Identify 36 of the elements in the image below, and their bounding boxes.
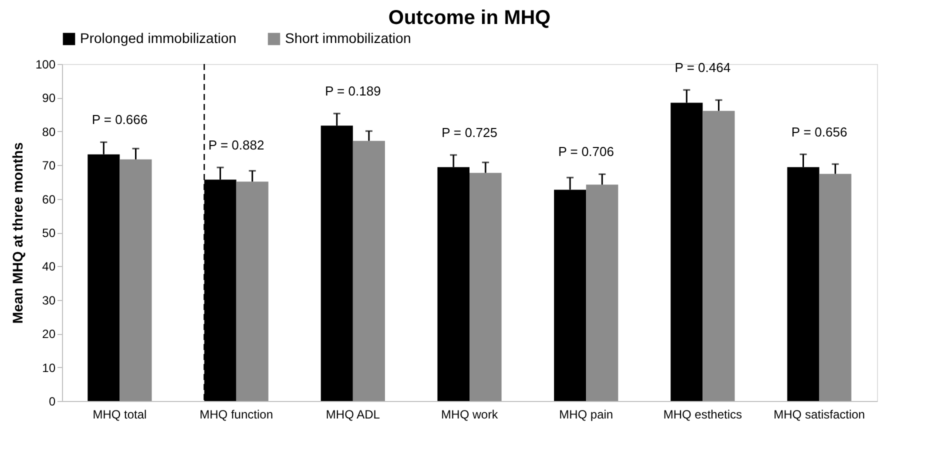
y-tick-label: 70	[42, 158, 56, 173]
annotation: P = 0.706	[558, 144, 614, 160]
bar	[470, 172, 502, 401]
bar	[352, 140, 385, 401]
annotation: P = 0.666	[92, 112, 148, 128]
bar	[120, 159, 152, 401]
annotation: P = 0.882	[208, 137, 264, 152]
x-tick-label: MHQ work	[441, 408, 499, 422]
x-tick-label: MHQ total	[92, 408, 147, 422]
legend-label: Prolonged immobilization	[80, 30, 236, 46]
annotation: P = 0.189	[325, 84, 381, 99]
y-tick-label: 60	[42, 192, 56, 206]
y-tick-label: 100	[35, 58, 56, 72]
y-tick-label: 20	[42, 327, 56, 342]
bar	[236, 182, 268, 401]
legend-label: Short immobilization	[285, 30, 412, 46]
annotation: P = 0.464	[674, 60, 731, 75]
y-tick-label: 30	[42, 293, 56, 308]
y-tick-label: 50	[42, 226, 56, 240]
y-tick-label: 10	[42, 360, 56, 375]
bar	[819, 174, 852, 401]
y-tick-label: 90	[42, 91, 56, 106]
annotation: P = 0.725	[442, 124, 498, 140]
y-tick-label: 0	[48, 394, 56, 408]
y-tick-label: 80	[42, 124, 56, 139]
y-axis-title: Mean MHQ at three months	[9, 142, 26, 324]
y-tick-label: 40	[42, 260, 56, 274]
bar	[586, 184, 618, 401]
x-tick-label: MHQ satisfaction	[774, 408, 865, 422]
bar	[702, 110, 735, 401]
chart-title: Outcome in MHQ	[388, 7, 551, 29]
annotation: P = 0.656	[791, 124, 848, 140]
x-tick-label: MHQ ADL	[326, 408, 380, 422]
x-tick-label: MHQ esthetics	[663, 408, 742, 422]
x-tick-label: MHQ pain	[559, 408, 614, 422]
x-tick-label: MHQ function	[200, 408, 273, 422]
